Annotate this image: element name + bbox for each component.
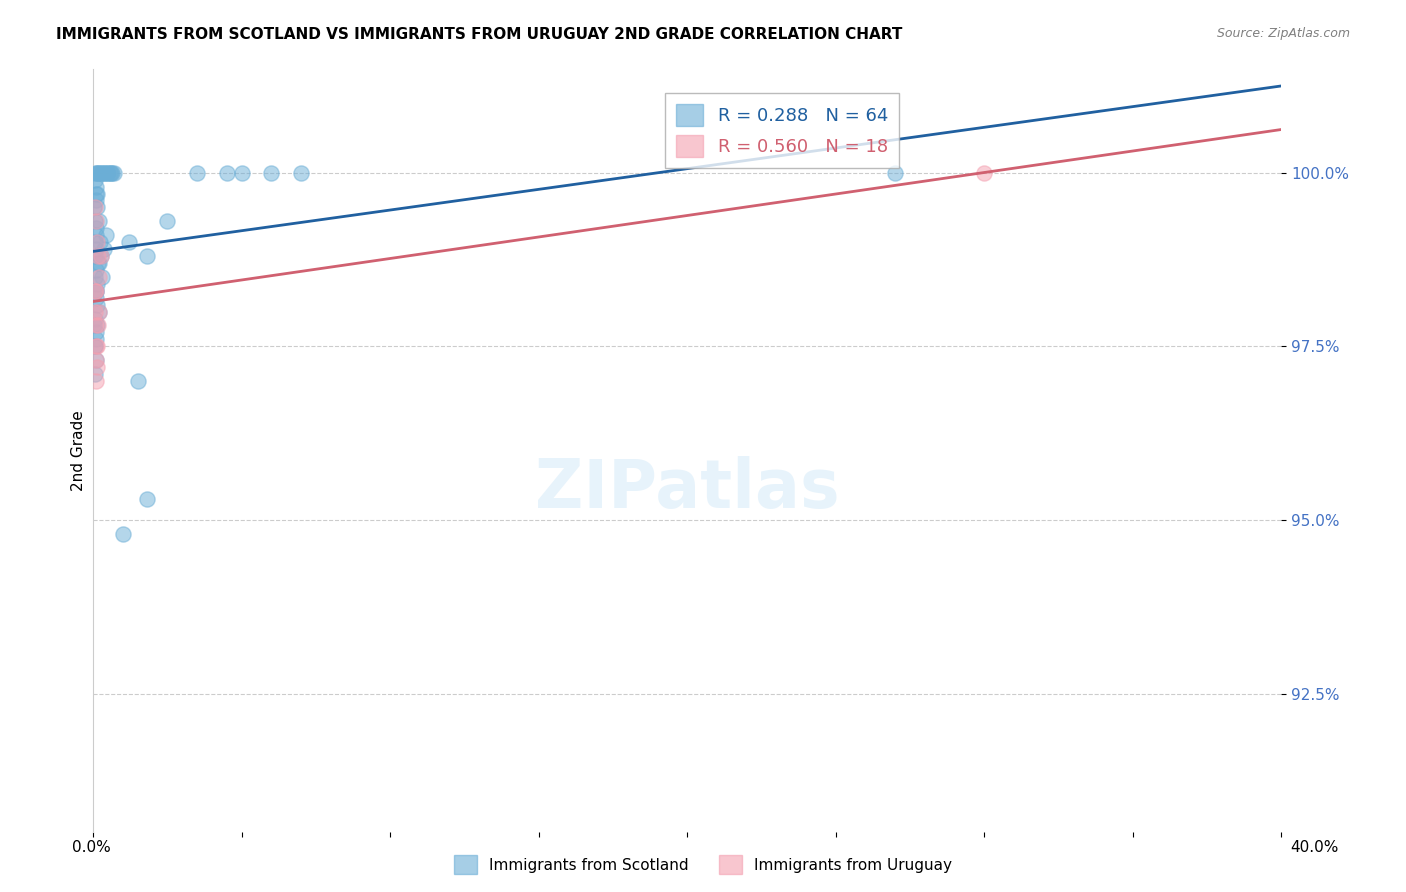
Point bbox=[84, 172, 107, 186]
Point bbox=[86, 360, 108, 375]
Text: 40.0%: 40.0% bbox=[1291, 840, 1339, 855]
Text: 0.0%: 0.0% bbox=[72, 840, 111, 855]
Point bbox=[103, 166, 125, 180]
Point bbox=[84, 242, 107, 256]
Point bbox=[231, 166, 253, 180]
Point bbox=[84, 353, 107, 368]
Point bbox=[84, 166, 107, 180]
Point bbox=[83, 235, 105, 249]
Point bbox=[83, 269, 105, 284]
Point bbox=[884, 166, 907, 180]
Point bbox=[90, 166, 112, 180]
Point bbox=[86, 256, 108, 270]
Point bbox=[260, 166, 283, 180]
Text: ZIPatlas: ZIPatlas bbox=[534, 456, 839, 522]
Point bbox=[84, 332, 107, 346]
Point bbox=[84, 367, 107, 381]
Point bbox=[89, 269, 111, 284]
Point bbox=[86, 318, 108, 333]
Point bbox=[84, 353, 107, 368]
Point bbox=[93, 166, 115, 180]
Point bbox=[84, 339, 107, 353]
Point bbox=[93, 242, 115, 256]
Point bbox=[90, 249, 112, 263]
Point bbox=[97, 166, 120, 180]
Point bbox=[89, 166, 111, 180]
Point bbox=[127, 374, 149, 388]
Point bbox=[86, 235, 108, 249]
Point bbox=[94, 166, 117, 180]
Text: IMMIGRANTS FROM SCOTLAND VS IMMIGRANTS FROM URUGUAY 2ND GRADE CORRELATION CHART: IMMIGRANTS FROM SCOTLAND VS IMMIGRANTS F… bbox=[56, 27, 903, 42]
Point bbox=[84, 311, 107, 326]
Point bbox=[86, 298, 108, 312]
Point bbox=[84, 214, 107, 228]
Point bbox=[84, 179, 107, 194]
Point bbox=[84, 228, 107, 243]
Point bbox=[84, 263, 107, 277]
Point bbox=[86, 339, 108, 353]
Point bbox=[86, 318, 108, 333]
Point bbox=[156, 214, 179, 228]
Point bbox=[186, 166, 208, 180]
Point bbox=[91, 166, 114, 180]
Point bbox=[86, 201, 108, 215]
Point bbox=[84, 304, 107, 318]
Point bbox=[973, 166, 995, 180]
Point bbox=[89, 256, 111, 270]
Point bbox=[83, 339, 105, 353]
Legend: Immigrants from Scotland, Immigrants from Uruguay: Immigrants from Scotland, Immigrants fro… bbox=[447, 849, 959, 880]
Point bbox=[84, 186, 107, 201]
Point bbox=[86, 249, 108, 263]
Y-axis label: 2nd Grade: 2nd Grade bbox=[72, 410, 86, 491]
Point bbox=[101, 166, 124, 180]
Point bbox=[215, 166, 238, 180]
Point bbox=[84, 194, 107, 208]
Point bbox=[84, 221, 107, 235]
Point bbox=[100, 166, 122, 180]
Point bbox=[84, 284, 107, 298]
Point bbox=[111, 526, 134, 541]
Point bbox=[84, 291, 107, 305]
Point bbox=[87, 214, 110, 228]
Point bbox=[84, 214, 107, 228]
Point bbox=[96, 166, 118, 180]
Point bbox=[86, 186, 108, 201]
Point bbox=[87, 304, 110, 318]
Point bbox=[84, 339, 107, 353]
Point bbox=[83, 201, 105, 215]
Point bbox=[84, 284, 107, 298]
Point bbox=[84, 284, 107, 298]
Point bbox=[84, 249, 107, 263]
Point bbox=[89, 304, 111, 318]
Point bbox=[83, 201, 105, 215]
Point bbox=[118, 235, 141, 249]
Point bbox=[84, 374, 107, 388]
Point bbox=[84, 166, 107, 180]
Point bbox=[83, 318, 105, 333]
Point bbox=[91, 269, 114, 284]
Point bbox=[86, 166, 108, 180]
Text: Source: ZipAtlas.com: Source: ZipAtlas.com bbox=[1216, 27, 1350, 40]
Point bbox=[84, 318, 107, 333]
Legend: R = 0.288   N = 64, R = 0.560   N = 18: R = 0.288 N = 64, R = 0.560 N = 18 bbox=[665, 93, 898, 168]
Point bbox=[135, 491, 157, 506]
Point bbox=[98, 166, 121, 180]
Point bbox=[90, 249, 112, 263]
Point bbox=[94, 228, 117, 243]
Point bbox=[290, 166, 312, 180]
Point bbox=[89, 235, 111, 249]
Point bbox=[135, 249, 157, 263]
Point bbox=[86, 277, 108, 291]
Point bbox=[84, 326, 107, 340]
Point bbox=[84, 284, 107, 298]
